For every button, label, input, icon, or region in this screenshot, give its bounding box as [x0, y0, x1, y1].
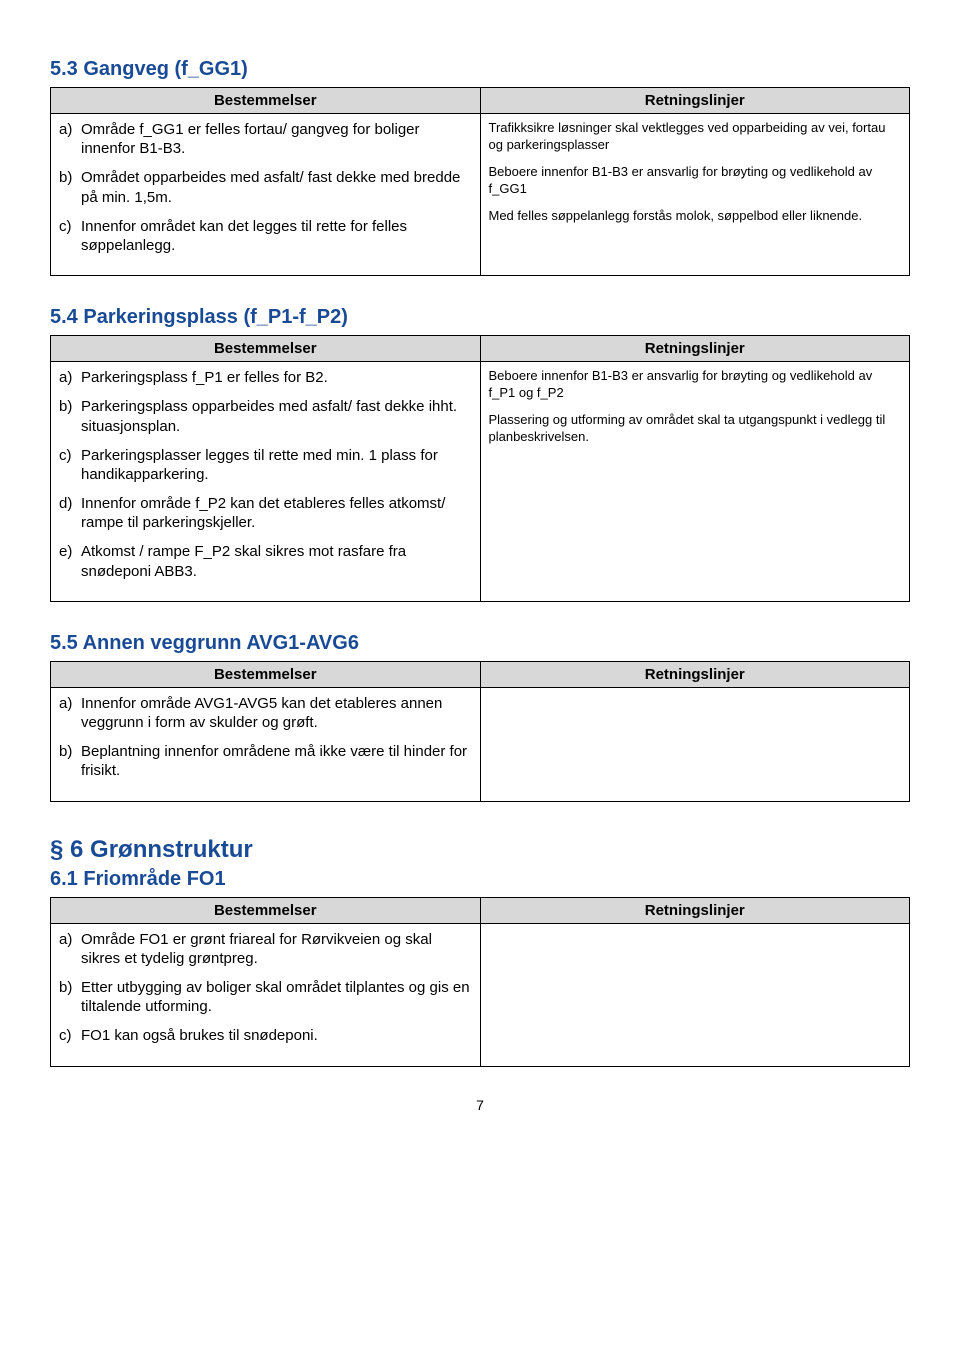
- list-item: c)Innenfor området kan det legges til re…: [59, 217, 472, 255]
- item-marker: a): [59, 694, 81, 732]
- section-title-61: 6.1 Friområde FO1: [50, 868, 910, 891]
- col-header-bestemmelser: Bestemmelser: [51, 661, 481, 687]
- col-header-retningslinjer: Retningslinjer: [480, 661, 910, 687]
- cell-guidelines-53: Trafikksikre løsninger skal vektlegges v…: [480, 114, 910, 276]
- item-marker: c): [59, 217, 81, 255]
- cell-items-54: a)Parkeringsplass f_P1 er felles for B2.…: [51, 362, 481, 602]
- item-text: FO1 kan også brukes til snødeponi.: [81, 1026, 318, 1045]
- item-marker: c): [59, 1026, 81, 1045]
- item-marker: c): [59, 446, 81, 484]
- cell-items-55: a)Innenfor område AVG1-AVG5 kan det etab…: [51, 687, 481, 801]
- item-text: Området opparbeides med asfalt/ fast dek…: [81, 168, 472, 206]
- page-number: 7: [50, 1097, 910, 1113]
- item-text: Innenfor område AVG1-AVG5 kan det etable…: [81, 694, 472, 732]
- list-item: b)Beplantning innenfor områdene må ikke …: [59, 742, 472, 780]
- col-header-retningslinjer: Retningslinjer: [480, 88, 910, 114]
- list-item: a)Innenfor område AVG1-AVG5 kan det etab…: [59, 694, 472, 732]
- item-text: Parkeringsplass opparbeides med asfalt/ …: [81, 397, 472, 435]
- cell-guidelines-61: [480, 923, 910, 1066]
- section-title-53: 5.3 Gangveg (f_GG1): [50, 58, 910, 81]
- list-item: d)Innenfor område f_P2 kan det etableres…: [59, 494, 472, 532]
- cell-items-61: a)Område FO1 er grønt friareal for Rørvi…: [51, 923, 481, 1066]
- guideline-text: Med felles søppelanlegg forstås molok, s…: [489, 208, 902, 225]
- list-item: e)Atkomst / rampe F_P2 skal sikres mot r…: [59, 542, 472, 580]
- guideline-text: Beboere innenfor B1-B3 er ansvarlig for …: [489, 368, 902, 402]
- item-marker: d): [59, 494, 81, 532]
- item-text: Område f_GG1 er felles fortau/ gangveg f…: [81, 120, 472, 158]
- col-header-retningslinjer: Retningslinjer: [480, 336, 910, 362]
- table-53: Bestemmelser Retningslinjer a)Område f_G…: [50, 87, 910, 276]
- col-header-bestemmelser: Bestemmelser: [51, 336, 481, 362]
- list-item: c)Parkeringsplasser legges til rette med…: [59, 446, 472, 484]
- item-text: Innenfor område f_P2 kan det etableres f…: [81, 494, 472, 532]
- item-marker: b): [59, 397, 81, 435]
- list-item: b)Området opparbeides med asfalt/ fast d…: [59, 168, 472, 206]
- col-header-bestemmelser: Bestemmelser: [51, 897, 481, 923]
- list-item: a)Parkeringsplass f_P1 er felles for B2.: [59, 368, 472, 387]
- list-item: c)FO1 kan også brukes til snødeponi.: [59, 1026, 472, 1045]
- table-55: Bestemmelser Retningslinjer a)Innenfor o…: [50, 661, 910, 802]
- item-text: Atkomst / rampe F_P2 skal sikres mot ras…: [81, 542, 472, 580]
- chapter-title-6: § 6 Grønnstruktur: [50, 836, 910, 864]
- list-item: b)Parkeringsplass opparbeides med asfalt…: [59, 397, 472, 435]
- guideline-text: Plassering og utforming av området skal …: [489, 412, 902, 446]
- item-marker: a): [59, 368, 81, 387]
- section-title-55: 5.5 Annen veggrunn AVG1-AVG6: [50, 632, 910, 655]
- item-marker: e): [59, 542, 81, 580]
- guideline-text: Trafikksikre løsninger skal vektlegges v…: [489, 120, 902, 154]
- list-item: a)Område f_GG1 er felles fortau/ gangveg…: [59, 120, 472, 158]
- item-text: Parkeringsplasser legges til rette med m…: [81, 446, 472, 484]
- cell-guidelines-54: Beboere innenfor B1-B3 er ansvarlig for …: [480, 362, 910, 602]
- section-title-54: 5.4 Parkeringsplass (f_P1-f_P2): [50, 306, 910, 329]
- item-marker: a): [59, 120, 81, 158]
- item-marker: b): [59, 742, 81, 780]
- guideline-text: Beboere innenfor B1-B3 er ansvarlig for …: [489, 164, 902, 198]
- item-marker: b): [59, 168, 81, 206]
- table-61: Bestemmelser Retningslinjer a)Område FO1…: [50, 897, 910, 1067]
- list-item: a)Område FO1 er grønt friareal for Rørvi…: [59, 930, 472, 968]
- col-header-bestemmelser: Bestemmelser: [51, 88, 481, 114]
- table-54: Bestemmelser Retningslinjer a)Parkerings…: [50, 335, 910, 602]
- cell-guidelines-55: [480, 687, 910, 801]
- item-text: Etter utbygging av boliger skal området …: [81, 978, 472, 1016]
- item-text: Beplantning innenfor områdene må ikke væ…: [81, 742, 472, 780]
- item-text: Parkeringsplass f_P1 er felles for B2.: [81, 368, 328, 387]
- item-marker: b): [59, 978, 81, 1016]
- item-text: Innenfor området kan det legges til rett…: [81, 217, 472, 255]
- col-header-retningslinjer: Retningslinjer: [480, 897, 910, 923]
- item-text: Område FO1 er grønt friareal for Rørvikv…: [81, 930, 472, 968]
- cell-items-53: a)Område f_GG1 er felles fortau/ gangveg…: [51, 114, 481, 276]
- list-item: b)Etter utbygging av boliger skal område…: [59, 978, 472, 1016]
- item-marker: a): [59, 930, 81, 968]
